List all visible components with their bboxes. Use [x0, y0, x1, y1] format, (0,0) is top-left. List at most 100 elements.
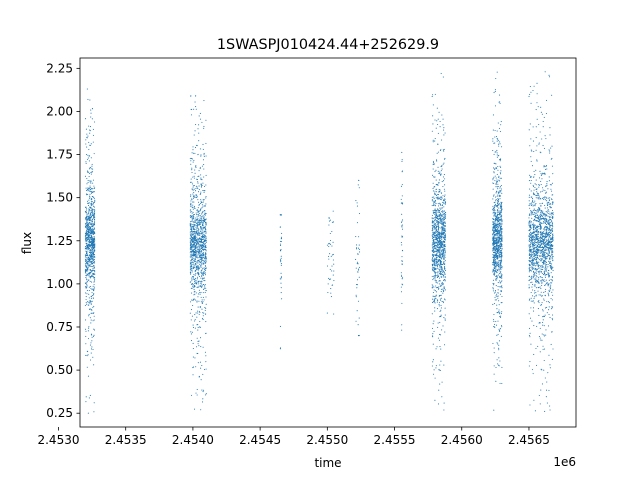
data-point [440, 241, 443, 243]
data-point [498, 309, 500, 311]
data-point [495, 205, 497, 207]
data-point [199, 263, 201, 265]
data-point [202, 292, 204, 294]
data-point [493, 256, 495, 258]
data-point [493, 142, 495, 144]
data-point [494, 196, 497, 198]
data-point [441, 168, 443, 170]
data-point [88, 160, 90, 162]
data-point [436, 160, 438, 162]
data-point [499, 172, 501, 174]
data-point [200, 223, 202, 225]
data-point [497, 333, 499, 335]
data-point [202, 210, 204, 212]
data-point [551, 306, 553, 308]
data-point [434, 257, 436, 259]
data-point [435, 260, 438, 263]
data-point [196, 232, 198, 234]
data-point [442, 276, 444, 278]
data-point [434, 93, 436, 95]
data-point [200, 379, 202, 381]
data-point [499, 225, 501, 227]
data-point [86, 284, 88, 286]
data-point [433, 261, 435, 264]
data-point [438, 271, 440, 273]
data-point [548, 309, 550, 311]
data-point [92, 265, 94, 267]
data-point [500, 265, 502, 267]
data-point [202, 346, 204, 348]
data-point [88, 397, 90, 399]
data-point [357, 269, 359, 271]
data-point [201, 121, 203, 123]
data-point [531, 248, 533, 250]
data-point [495, 299, 498, 301]
data-point [432, 279, 434, 281]
data-point [190, 266, 192, 268]
data-point [441, 252, 443, 254]
data-point [190, 234, 192, 236]
data-point [198, 132, 200, 134]
data-point [92, 253, 94, 255]
data-point [434, 233, 436, 235]
data-point [205, 261, 207, 263]
data-point [197, 271, 199, 273]
data-point [190, 227, 192, 230]
data-point [191, 233, 193, 235]
data-point [196, 262, 198, 264]
data-point [191, 234, 193, 236]
data-point [89, 218, 91, 221]
data-point [85, 292, 87, 294]
data-point [200, 200, 202, 202]
data-point [89, 255, 91, 257]
data-point [203, 230, 205, 232]
data-point [432, 291, 434, 294]
data-point [496, 334, 498, 336]
data-point [529, 404, 531, 406]
data-point [492, 217, 494, 219]
data-point [203, 210, 205, 212]
data-point [87, 267, 89, 269]
data-point [281, 232, 283, 234]
data-point [194, 299, 196, 301]
data-point [496, 168, 498, 170]
data-point [500, 325, 503, 327]
data-point [437, 229, 440, 231]
data-point [199, 112, 201, 115]
data-point [190, 209, 192, 211]
data-point [201, 212, 203, 214]
data-point [329, 232, 331, 235]
data-point [90, 244, 92, 246]
data-point [329, 239, 332, 242]
data-point [202, 312, 204, 314]
data-point [203, 233, 205, 235]
data-point [496, 304, 498, 306]
data-point [331, 230, 333, 233]
data-point [192, 224, 194, 226]
data-point [552, 173, 554, 175]
data-point [537, 258, 539, 260]
data-point [501, 228, 503, 230]
data-point [190, 202, 192, 204]
data-point [201, 179, 203, 181]
data-point [89, 277, 91, 279]
data-point [501, 243, 503, 246]
data-point [90, 319, 92, 321]
data-point [196, 221, 198, 223]
data-point [92, 202, 95, 204]
data-point [93, 206, 95, 208]
data-point [548, 354, 550, 356]
data-point [193, 177, 195, 179]
data-point [201, 364, 203, 367]
data-point [496, 243, 498, 245]
data-point [190, 272, 192, 274]
data-point [532, 255, 534, 257]
data-point [89, 229, 91, 231]
data-point [189, 312, 191, 314]
data-point [533, 150, 535, 153]
data-point [196, 278, 198, 280]
data-point [92, 273, 94, 275]
data-point [85, 218, 87, 220]
data-point [493, 325, 495, 328]
data-point [444, 250, 446, 252]
